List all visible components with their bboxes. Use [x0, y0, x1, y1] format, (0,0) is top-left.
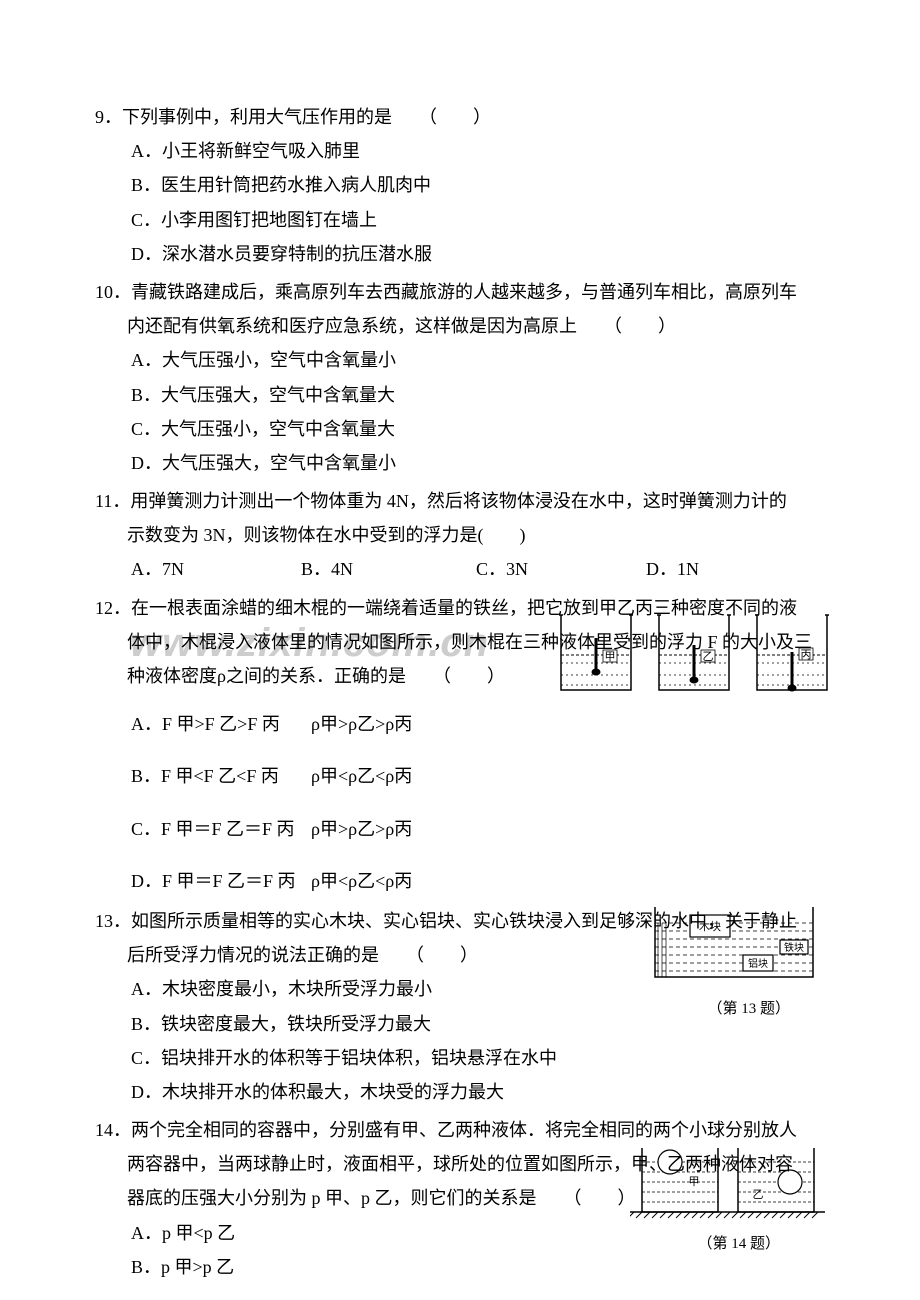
- question-10: 10．青藏铁路建成后，乘高原列车去西藏旅游的人越来越多，与普通列车相比，高原列车…: [95, 275, 830, 480]
- q13-option-b: B．铁块密度最大，铁块所受浮力最大: [95, 1007, 830, 1041]
- q11-option-b: B．4N: [301, 552, 476, 586]
- q11-option-a: A．7N: [131, 552, 301, 586]
- q14-option-a: A．p 甲<p 乙: [95, 1216, 830, 1250]
- q14-option-b: B．p 甲>p 乙: [95, 1250, 830, 1284]
- q13-stem-1: 13．如图所示质量相等的实心木块、实心铝块、实心铁块浸入到足够深的水中，关于静止: [95, 904, 830, 938]
- q14-stem-1: 14．两个完全相同的容器中，分别盛有甲、乙两种液体．将完全相同的两个小球分别放人: [95, 1113, 830, 1147]
- q12-d-density: ρ甲<ρ乙<ρ丙: [311, 864, 511, 898]
- q14-stem-3: 器底的压强大小分别为 p 甲、p 乙，则它们的关系是 （ ）: [95, 1181, 830, 1215]
- question-14: 14．两个完全相同的容器中，分别盛有甲、乙两种液体．将完全相同的两个小球分别放人…: [95, 1113, 830, 1284]
- q12-stem-2: 体中，木棍浸入液体里的情况如图所示，则木棍在三种液体里受到的浮力 F 的大小及三: [95, 625, 830, 659]
- q10-option-d: D．大气压强大，空气中含氧量小: [95, 446, 830, 480]
- q12-b-density: ρ甲<ρ乙<ρ丙: [311, 759, 511, 793]
- q13-option-c: C．铝块排开水的体积等于铝块体积，铝块悬浮在水中: [95, 1041, 830, 1075]
- q9-option-b: B．医生用针筒把药水推入病人肌肉中: [95, 168, 830, 202]
- q10-stem-1: 10．青藏铁路建成后，乘高原列车去西藏旅游的人越来越多，与普通列车相比，高原列车: [95, 275, 830, 309]
- q12-a-force: A．F 甲>F 乙>F 丙: [131, 707, 311, 741]
- q9-option-c: C．小李用图钉把地图钉在墙上: [95, 203, 830, 237]
- q12-c-density: ρ甲>ρ乙>ρ丙: [311, 812, 511, 846]
- q13-option-d: D．木块排开水的体积最大，木块受的浮力最大: [95, 1075, 830, 1109]
- q12-c-force: C．F 甲＝F 乙＝F 丙: [131, 812, 311, 846]
- question-13: 13．如图所示质量相等的实心木块、实心铝块、实心铁块浸入到足够深的水中，关于静止…: [95, 904, 830, 1109]
- exam-content: 9．下列事例中，利用大气压作用的是 （ ） A．小王将新鲜空气吸入肺里 B．医生…: [95, 100, 830, 1284]
- q11-option-c: C．3N: [476, 552, 646, 586]
- q11-stem-2: 示数变为 3N，则该物体在水中受到的浮力是( ): [95, 518, 830, 552]
- q9-option-a: A．小王将新鲜空气吸入肺里: [95, 134, 830, 168]
- q10-option-c: C．大气压强小，空气中含氧量大: [95, 412, 830, 446]
- q13-option-a: A．木块密度最小，木块所受浮力最小: [95, 972, 830, 1006]
- q14-stem-2: 两容器中，当两球静止时，液面相平，球所处的位置如图所示，甲、乙两种液体对容: [95, 1147, 830, 1181]
- question-11: 11．用弹簧测力计测出一个物体重为 4N，然后将该物体浸没在水中，这时弹簧测力计…: [95, 484, 830, 587]
- q11-option-d: D．1N: [646, 552, 766, 586]
- q11-options: A．7N B．4N C．3N D．1N: [95, 552, 830, 586]
- q11-stem-1: 11．用弹簧测力计测出一个物体重为 4N，然后将该物体浸没在水中，这时弹簧测力计…: [95, 484, 830, 518]
- q9-option-d: D．深水潜水员要穿特制的抗压潜水服: [95, 237, 830, 271]
- q12-d-force: D．F 甲＝F 乙＝F 丙: [131, 864, 311, 898]
- question-9: 9．下列事例中，利用大气压作用的是 （ ） A．小王将新鲜空气吸入肺里 B．医生…: [95, 100, 830, 271]
- q12-stem-1: 12．在一根表面涂蜡的细木棍的一端绕着适量的铁丝，把它放到甲乙丙三种密度不同的液: [95, 591, 830, 625]
- q12-b-force: B．F 甲<F 乙<F 丙: [131, 759, 311, 793]
- q9-stem: 9．下列事例中，利用大气压作用的是 （ ）: [95, 100, 830, 134]
- q13-stem-2: 后所受浮力情况的说法正确的是 （ ）: [95, 938, 830, 972]
- q12-a-density: ρ甲>ρ乙>ρ丙: [311, 707, 511, 741]
- q10-option-b: B．大气压强大，空气中含氧量大: [95, 378, 830, 412]
- question-12: 12．在一根表面涂蜡的细木棍的一端绕着适量的铁丝，把它放到甲乙丙三种密度不同的液…: [95, 591, 830, 898]
- q12-stem-3: 种液体密度ρ之间的关系．正确的是 （ ）: [95, 659, 830, 693]
- q10-stem-2: 内还配有供氧系统和医疗应急系统，这样做是因为高原上 （ ）: [95, 309, 830, 343]
- q10-option-a: A．大气压强小，空气中含氧量小: [95, 343, 830, 377]
- q12-options: A．F 甲>F 乙>F 丙 ρ甲>ρ乙>ρ丙 B．F 甲<F 乙<F 丙 ρ甲<…: [95, 707, 830, 898]
